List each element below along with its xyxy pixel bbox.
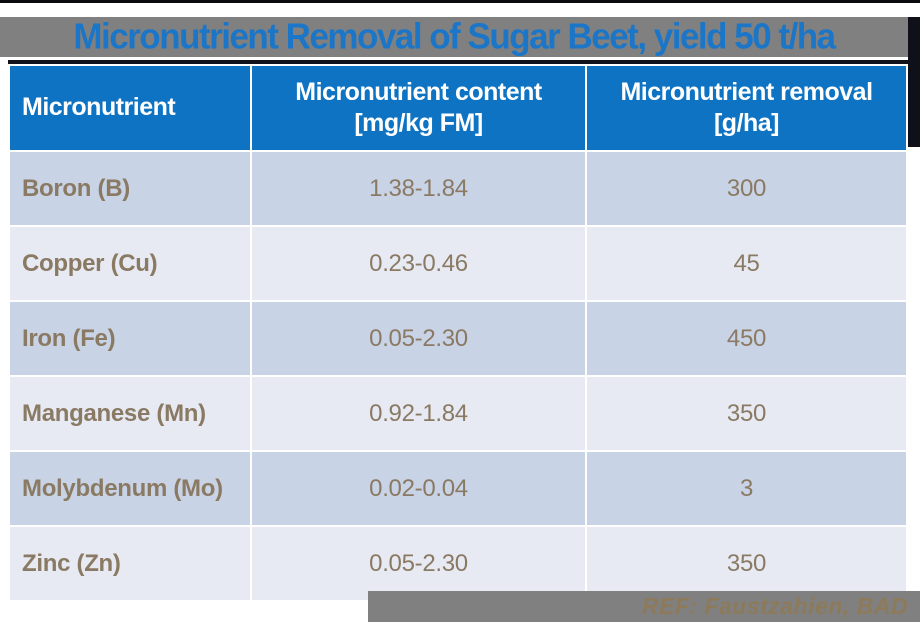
col-header-micronutrient: Micronutrient xyxy=(10,66,250,150)
cell-nutrient-name: Iron (Fe) xyxy=(10,302,250,375)
col-header-label: Micronutrient xyxy=(22,93,176,122)
col-header-unit: [mg/kg FM] xyxy=(354,109,483,137)
cell-removal-value: 45 xyxy=(587,227,906,300)
cell-removal-value: 3 xyxy=(587,452,906,525)
col-header-label: Micronutrient removal xyxy=(620,77,873,106)
cell-content-value: 0.05-2.30 xyxy=(252,302,585,375)
cell-nutrient-name: Boron (B) xyxy=(10,152,250,225)
footer-reference-bar: REF: Faustzahien, BAD xyxy=(368,591,920,622)
cell-content-value: 0.05-2.30 xyxy=(252,527,585,600)
title-bar: Micronutrient Removal of Sugar Beet, yie… xyxy=(0,16,908,57)
cell-removal-value: 350 xyxy=(587,527,906,600)
table-row: Molybdenum (Mo) 0.02-0.04 3 xyxy=(10,452,906,525)
cell-removal-value: 450 xyxy=(587,302,906,375)
header-row: Micronutrient Micronutrient content [mg/… xyxy=(10,66,906,150)
cell-content-value: 0.23-0.46 xyxy=(252,227,585,300)
cell-nutrient-name: Manganese (Mn) xyxy=(10,377,250,450)
cell-content-value: 1.38-1.84 xyxy=(252,152,585,225)
cell-content-value: 0.02-0.04 xyxy=(252,452,585,525)
table-row: Copper (Cu) 0.23-0.46 45 xyxy=(10,227,906,300)
col-header-removal: Micronutrient removal [g/ha] xyxy=(587,66,906,150)
table-row: Manganese (Mn) 0.92-1.84 350 xyxy=(10,377,906,450)
right-accent-strip xyxy=(908,17,920,147)
cell-nutrient-name: Copper (Cu) xyxy=(10,227,250,300)
table-row: Zinc (Zn) 0.05-2.30 350 xyxy=(10,527,906,600)
reference-text: REF: Faustzahien, BAD xyxy=(641,593,908,619)
col-header-label: Micronutrient content xyxy=(295,77,542,106)
col-header-content: Micronutrient content [mg/kg FM] xyxy=(252,66,585,150)
micronutrient-table-container: Micronutrient Micronutrient content [mg/… xyxy=(8,60,908,602)
cell-removal-value: 350 xyxy=(587,377,906,450)
page-title: Micronutrient Removal of Sugar Beet, yie… xyxy=(73,16,836,57)
cell-nutrient-name: Molybdenum (Mo) xyxy=(10,452,250,525)
top-border-line xyxy=(0,0,920,3)
col-header-unit: [g/ha] xyxy=(713,109,780,137)
micronutrient-table: Micronutrient Micronutrient content [mg/… xyxy=(8,64,908,602)
table-row: Boron (B) 1.38-1.84 300 xyxy=(10,152,906,225)
table-row: Iron (Fe) 0.05-2.30 450 xyxy=(10,302,906,375)
cell-content-value: 0.92-1.84 xyxy=(252,377,585,450)
cell-removal-value: 300 xyxy=(587,152,906,225)
cell-nutrient-name: Zinc (Zn) xyxy=(10,527,250,600)
